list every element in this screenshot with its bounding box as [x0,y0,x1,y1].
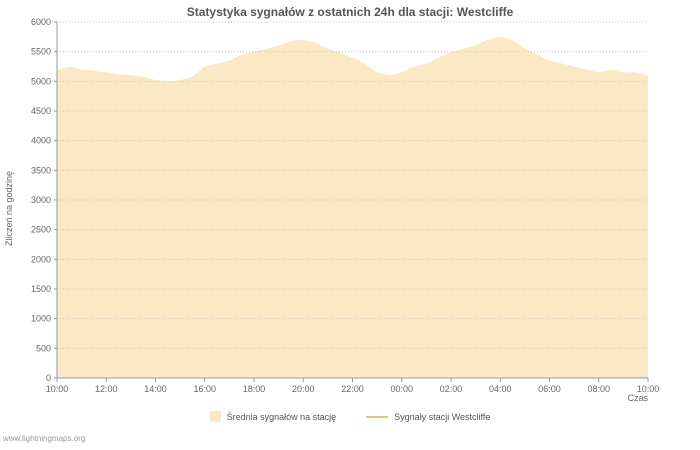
chart-title: Statystyka sygnałów z ostatnich 24h dla … [186,5,514,19]
legend-average-label: Średnia sygnałów na stację [226,411,337,422]
svg-text:6000: 6000 [31,17,51,27]
svg-text:20:00: 20:00 [292,384,315,394]
legend-station-line-swatch-icon [366,415,389,418]
chart-legend: Średnia sygnałów na stację Sygnały stacj… [0,411,700,422]
legend-item-average: Średnia sygnałów na stację [209,411,337,422]
svg-text:02:00: 02:00 [440,384,463,394]
legend-average-swatch-icon [209,411,221,422]
legend-item-station: Sygnały stacji Westcliffe [366,412,490,422]
svg-text:18:00: 18:00 [243,384,266,394]
svg-text:22:00: 22:00 [341,384,364,394]
svg-text:1000: 1000 [31,314,51,324]
svg-text:500: 500 [36,343,51,353]
svg-text:2500: 2500 [31,225,51,235]
svg-text:00:00: 00:00 [390,384,413,394]
svg-text:1500: 1500 [31,284,51,294]
svg-text:4500: 4500 [31,106,51,116]
svg-text:3000: 3000 [31,195,51,205]
svg-text:04:00: 04:00 [489,384,512,394]
svg-text:2000: 2000 [31,254,51,264]
watermark: www.lightningmaps.org [3,434,86,443]
svg-text:06:00: 06:00 [538,384,561,394]
legend-station-label: Sygnały stacji Westcliffe [394,411,491,422]
svg-text:0: 0 [46,373,51,383]
svg-text:5500: 5500 [31,47,51,57]
svg-text:4000: 4000 [31,136,51,146]
svg-text:08:00: 08:00 [587,384,610,394]
svg-text:12:00: 12:00 [95,384,118,394]
x-axis-label: Czas [627,393,648,403]
svg-text:14:00: 14:00 [144,384,167,394]
svg-text:10:00: 10:00 [46,384,69,394]
svg-text:5000: 5000 [31,76,51,86]
svg-text:16:00: 16:00 [193,384,216,394]
svg-text:3500: 3500 [31,165,51,175]
svg-text:10:00: 10:00 [637,384,660,394]
